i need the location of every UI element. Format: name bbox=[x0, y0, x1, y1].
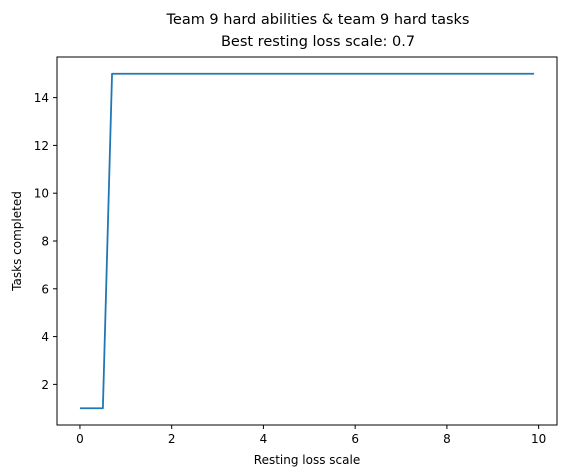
x-tick-label: 10 bbox=[531, 432, 546, 446]
x-tick-label: 0 bbox=[76, 432, 84, 446]
y-tick-label: 12 bbox=[34, 139, 49, 153]
x-tick-label: 2 bbox=[168, 432, 176, 446]
x-tick-label: 6 bbox=[351, 432, 359, 446]
y-tick-label: 6 bbox=[41, 282, 49, 296]
y-axis-label: Tasks completed bbox=[10, 191, 24, 292]
series-line bbox=[79, 72, 535, 410]
x-axis-ticks: 0 2 4 6 8 10 bbox=[76, 425, 546, 446]
chart-title: Team 9 hard abilities & team 9 hard task… bbox=[166, 12, 470, 28]
x-tick-label: 4 bbox=[260, 432, 268, 446]
y-tick-label: 2 bbox=[41, 378, 49, 392]
y-tick-label: 14 bbox=[34, 91, 49, 105]
x-axis-label: Resting loss scale bbox=[254, 453, 360, 467]
plot-lines bbox=[79, 72, 535, 410]
y-tick-label: 4 bbox=[41, 330, 49, 344]
y-axis-ticks: 2 4 6 8 10 12 14 bbox=[34, 91, 57, 392]
x-tick-label: 8 bbox=[443, 432, 451, 446]
y-tick-label: 10 bbox=[34, 187, 49, 201]
chart-subtitle: Best resting loss scale: 0.7 bbox=[221, 34, 415, 50]
y-tick-label: 8 bbox=[41, 235, 49, 249]
plot-frame bbox=[56, 56, 558, 426]
